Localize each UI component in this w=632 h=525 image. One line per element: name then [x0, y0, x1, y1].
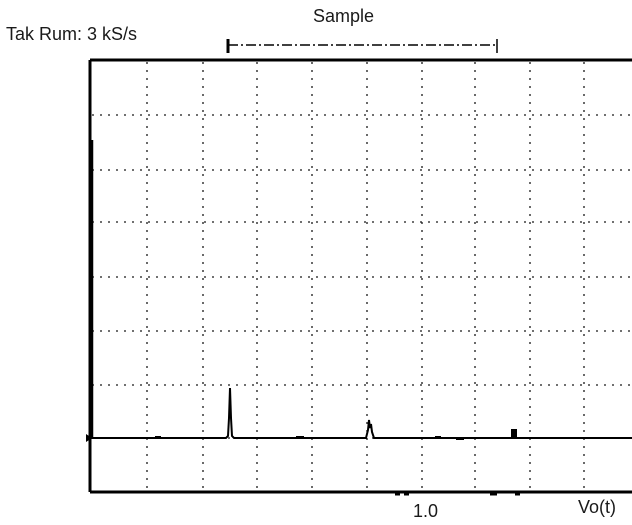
acquire-mode-label: Sample	[313, 6, 375, 26]
waveform-trace	[90, 140, 632, 440]
channel-label: Vo(t)	[578, 497, 617, 517]
trace-spike	[511, 429, 517, 438]
scale-readout: 1.0	[413, 501, 439, 521]
record-bracket	[226, 39, 498, 53]
acquisition-rate-readout: Tak Rum: 3 kS/s	[6, 24, 138, 44]
graticule	[88, 58, 632, 494]
ground-level-marker	[86, 434, 92, 442]
